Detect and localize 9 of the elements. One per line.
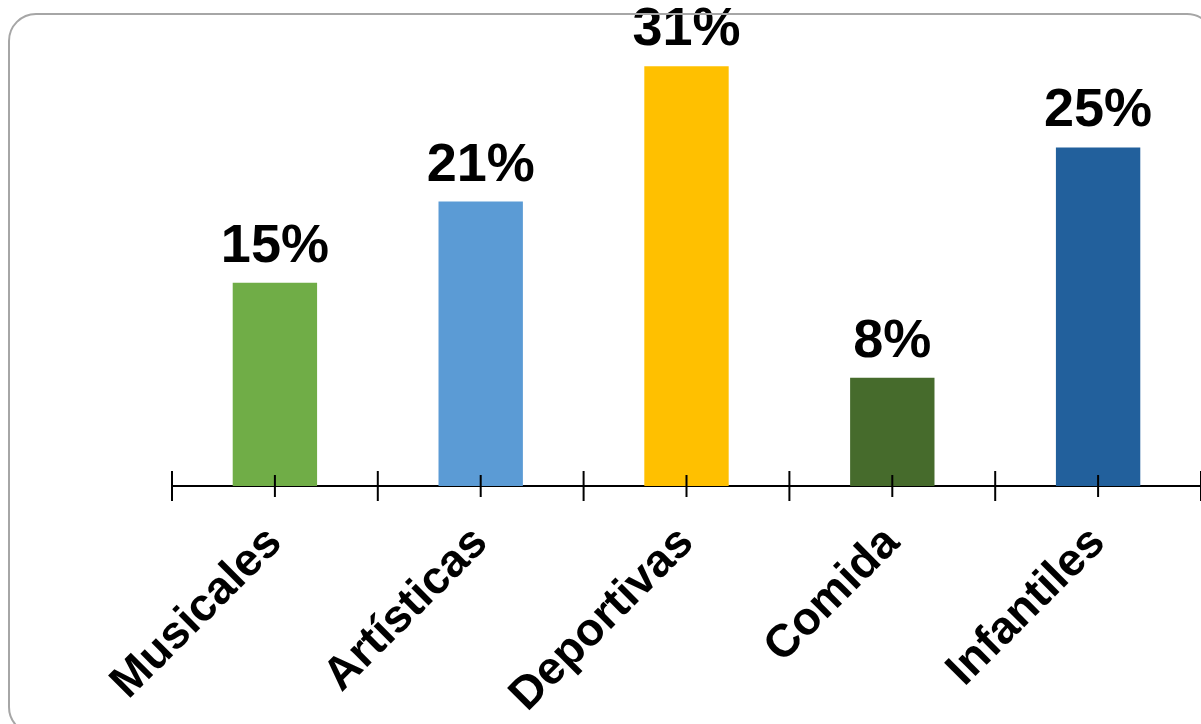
data-label: 21%: [426, 131, 535, 192]
bar: [644, 66, 729, 486]
bar: [438, 201, 523, 486]
data-label: 25%: [1044, 77, 1153, 138]
data-label: 15%: [220, 212, 329, 273]
data-label: 8%: [853, 307, 932, 368]
bar: [1055, 147, 1141, 486]
bar: [232, 282, 318, 486]
bar: [850, 377, 935, 486]
